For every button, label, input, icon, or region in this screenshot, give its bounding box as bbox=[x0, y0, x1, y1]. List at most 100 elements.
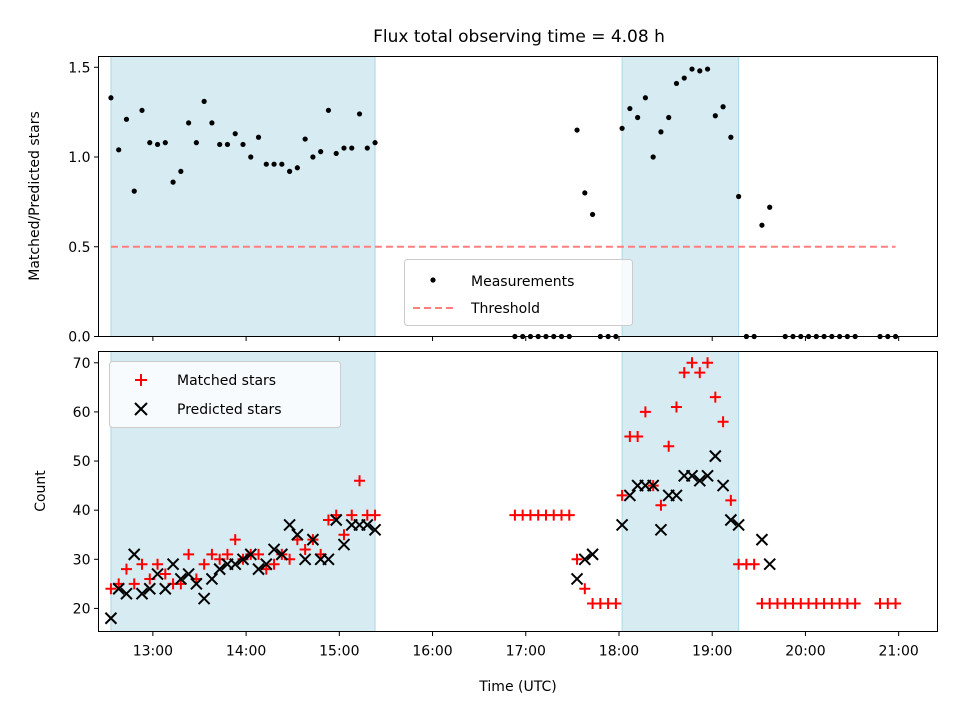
y-tick-label: 30 bbox=[73, 552, 91, 568]
predicted-star-point bbox=[732, 518, 745, 532]
matched-star-point bbox=[610, 598, 622, 609]
bottom-panel: 20 30 40 50 60 70 13:00 14:00 15:00 16:00 17:00 18… bbox=[33, 351, 938, 695]
y-tick-label: 1.5 bbox=[68, 60, 90, 76]
predicted-star-point bbox=[646, 479, 660, 492]
matched-star-point bbox=[849, 598, 861, 609]
predicted-star-point bbox=[763, 557, 776, 571]
measurement-point bbox=[108, 95, 114, 101]
bottom-x-axis-ticks: 13:00 14:00 15:00 16:00 17:00 18:00 19:00 20:00… bbox=[133, 631, 919, 660]
predicted-star-point bbox=[166, 557, 180, 571]
measurement-point bbox=[574, 127, 580, 133]
measurement-point bbox=[131, 188, 137, 194]
measurement-point bbox=[255, 134, 262, 140]
y-tick-label: 50 bbox=[73, 454, 91, 470]
matched-star-point bbox=[694, 367, 706, 379]
measurement-point bbox=[209, 120, 215, 126]
measurement-point bbox=[589, 211, 596, 218]
measurement-point bbox=[767, 204, 773, 210]
predicted-star-point bbox=[368, 523, 382, 537]
matched-star-point bbox=[678, 367, 690, 379]
predicted-star-point bbox=[701, 469, 714, 482]
matched-star-point bbox=[686, 357, 698, 369]
measurement-point bbox=[318, 149, 324, 155]
predicted-star-point bbox=[143, 582, 156, 595]
measurement-point bbox=[162, 140, 168, 146]
legend-measurements-marker bbox=[430, 277, 436, 283]
matched-star-point bbox=[253, 548, 265, 560]
x-axis-label: Time (UTC) bbox=[478, 679, 556, 695]
predicted-star-point bbox=[104, 612, 118, 625]
matched-star-point bbox=[322, 514, 334, 526]
x-tick-label: 13:00 bbox=[133, 644, 173, 660]
measurement-point bbox=[712, 113, 718, 119]
predicted-star-point bbox=[330, 513, 343, 527]
measurement-point bbox=[123, 116, 130, 122]
measurement-point bbox=[372, 140, 378, 146]
measurement-point bbox=[279, 161, 285, 167]
measurement-point bbox=[201, 98, 207, 104]
top-x-axis-ticks bbox=[152, 336, 900, 341]
matched-star-point bbox=[229, 534, 241, 546]
matched-star-point bbox=[655, 499, 667, 511]
predicted-star-point bbox=[670, 489, 683, 502]
matched-star-point bbox=[183, 548, 195, 560]
legend-threshold-label: Threshold bbox=[470, 301, 540, 317]
predicted-star-point bbox=[267, 543, 281, 556]
matched-star-point bbox=[159, 568, 171, 580]
matched-star-point bbox=[571, 553, 583, 565]
measurement-point bbox=[116, 147, 122, 153]
measurement-point bbox=[720, 104, 726, 110]
predicted-star-point bbox=[128, 548, 141, 561]
matched-star-point bbox=[632, 430, 644, 442]
bottom-y-axis-ticks: 20 30 40 50 60 70 bbox=[73, 356, 99, 617]
top-legend-box bbox=[404, 259, 633, 326]
predicted-star-point bbox=[578, 553, 592, 566]
x-tick-label: 18:00 bbox=[599, 644, 639, 660]
top-legend: Measurements Threshold bbox=[404, 259, 633, 326]
matched-star-point bbox=[128, 578, 140, 590]
predicted-star-point bbox=[693, 474, 706, 487]
measurement-point bbox=[287, 168, 293, 174]
predicted-star-point bbox=[685, 469, 699, 482]
legend-matched-label: Matched stars bbox=[177, 373, 276, 389]
y-tick-label: 70 bbox=[73, 356, 91, 372]
predicted-star-point bbox=[623, 489, 637, 502]
measurement-point bbox=[642, 95, 649, 101]
predicted-star-point bbox=[716, 479, 730, 492]
measurement-point bbox=[704, 66, 711, 72]
measurement-point bbox=[240, 141, 246, 148]
predicted-stars-points bbox=[104, 449, 776, 625]
predicted-star-point bbox=[135, 587, 149, 600]
predicted-star-point bbox=[306, 533, 320, 546]
matched-star-point bbox=[221, 548, 233, 560]
measurement-point bbox=[349, 145, 355, 151]
matched-star-point bbox=[338, 529, 350, 541]
matched-star-point bbox=[663, 440, 675, 452]
legend-matched-marker bbox=[135, 374, 147, 386]
y-tick-label: 0.5 bbox=[68, 240, 90, 256]
measurement-point bbox=[364, 145, 370, 151]
measurement-point bbox=[232, 131, 238, 137]
measurement-point bbox=[689, 66, 695, 72]
matched-star-point bbox=[563, 509, 575, 521]
measurement-point bbox=[193, 140, 199, 146]
measurement-point bbox=[154, 141, 161, 148]
predicted-star-point bbox=[570, 572, 584, 586]
predicted-star-point bbox=[298, 553, 312, 566]
predicted-star-point bbox=[252, 562, 265, 576]
bottom-plot-frame bbox=[98, 351, 938, 632]
matched-star-point bbox=[105, 583, 117, 595]
y-tick-label: 40 bbox=[73, 503, 91, 519]
predicted-star-point bbox=[205, 572, 219, 586]
legend-predicted-marker bbox=[134, 402, 148, 416]
predicted-star-point bbox=[197, 592, 211, 605]
matched-star-point bbox=[198, 558, 210, 570]
matched-star-point bbox=[136, 558, 148, 570]
predicted-star-point bbox=[361, 518, 374, 532]
matched-star-point bbox=[639, 406, 651, 418]
shaded-region bbox=[110, 56, 376, 337]
measurement-point bbox=[582, 190, 588, 196]
predicted-star-point bbox=[182, 567, 195, 581]
predicted-star-point bbox=[724, 513, 738, 527]
